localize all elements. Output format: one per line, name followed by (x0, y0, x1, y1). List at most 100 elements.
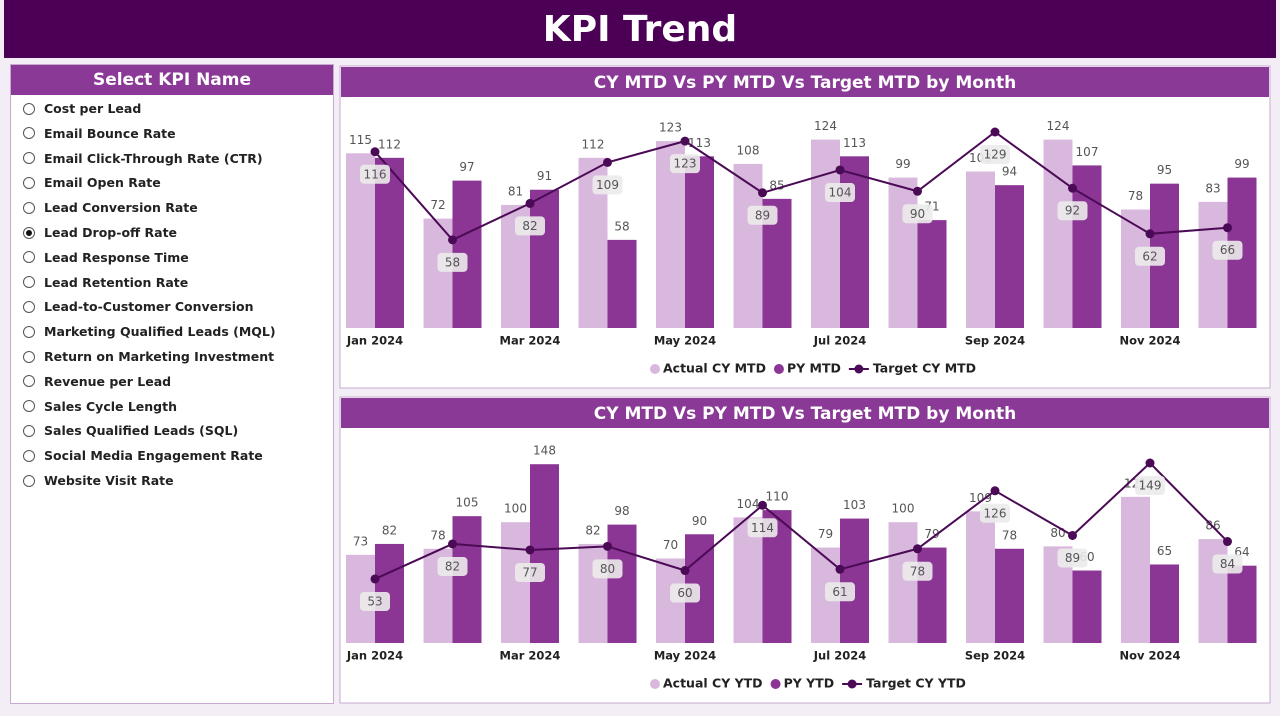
data-label: 78 (1128, 189, 1143, 203)
bar (530, 189, 559, 328)
kpi-option[interactable]: Lead Conversion Rate (23, 200, 198, 215)
radio-button[interactable] (23, 300, 35, 313)
kpi-option-label[interactable]: Sales Cycle Length (44, 398, 178, 414)
x-tick-label: Jul 2024 (813, 649, 866, 663)
x-tick-label: Jan 2024 (346, 649, 403, 663)
kpi-option[interactable]: Email Open Rate (23, 175, 161, 190)
kpi-option[interactable]: Lead Retention Rate (23, 275, 188, 290)
x-tick-label: May 2024 (654, 334, 716, 348)
bar (888, 522, 918, 643)
target-point (990, 127, 1000, 137)
radio-button[interactable] (23, 449, 35, 462)
legend-label: Target CY MTD (873, 361, 976, 376)
kpi-option[interactable]: Return on Marketing Investment (23, 349, 274, 364)
radio-button[interactable] (23, 251, 35, 264)
x-tick-label: Sep 2024 (965, 649, 1025, 663)
bar (966, 511, 995, 643)
data-label: 104 (737, 497, 760, 511)
data-label-box (1057, 201, 1088, 221)
radio-button[interactable] (23, 201, 35, 214)
data-label: 112 (582, 137, 605, 151)
kpi-option[interactable]: Email Bounce Rate (23, 126, 176, 141)
radio-button[interactable] (23, 127, 35, 140)
target-point (1068, 183, 1077, 193)
data-label: 109 (596, 178, 619, 192)
data-label: 82 (382, 523, 397, 537)
data-label-box (360, 591, 390, 611)
data-label: 60 (677, 586, 692, 600)
radio-button[interactable] (23, 474, 35, 487)
kpi-option-label[interactable]: Lead Response Time (44, 249, 189, 265)
radio-button[interactable] (23, 375, 35, 388)
data-label: 82 (585, 523, 600, 537)
data-label: 98 (614, 504, 629, 518)
kpi-option[interactable]: Marketing Qualified Leads (MQL) (23, 324, 276, 339)
radio-button[interactable] (23, 176, 35, 189)
x-tick-label: Mar 2024 (500, 649, 561, 663)
target-point (525, 198, 535, 208)
target-point (913, 186, 922, 196)
radio-button[interactable] (23, 400, 35, 413)
radio-button[interactable] (23, 350, 35, 363)
bar (995, 185, 1024, 328)
x-tick-label: Mar 2024 (500, 334, 561, 348)
kpi-option[interactable]: Social Media Engagement Rate (23, 448, 263, 463)
kpi-option-label[interactable]: Website Visit Rate (44, 473, 174, 488)
kpi-option[interactable]: Website Visit Rate (23, 473, 174, 488)
kpi-option[interactable]: Cost per Lead (23, 101, 141, 116)
kpi-option-label[interactable]: Email Click-Through Rate (CTR) (44, 150, 263, 166)
kpi-option-label[interactable]: Lead Retention Rate (44, 274, 189, 290)
chart-panel (339, 65, 1271, 389)
data-label-box (360, 164, 390, 184)
kpi-option-label[interactable]: Lead Conversion Rate (44, 200, 198, 216)
legend-label: Actual CY YTD (663, 676, 763, 691)
kpi-option-label[interactable]: Lead-to-Customer Conversion (44, 299, 254, 315)
kpi-option-label[interactable]: Social Media Engagement Rate (44, 448, 263, 464)
legend-marker (847, 679, 857, 689)
kpi-option-label[interactable]: Revenue per Lead (44, 373, 172, 389)
data-label-box (1057, 548, 1088, 568)
radio-button[interactable] (23, 226, 35, 239)
data-label: 73 (353, 534, 368, 548)
radio-button[interactable] (23, 325, 35, 338)
bar (888, 177, 918, 328)
radio-button[interactable] (23, 424, 35, 437)
kpi-option-label[interactable]: Email Open Rate (44, 175, 161, 191)
kpi-option[interactable]: Email Click-Through Rate (CTR) (23, 151, 263, 166)
legend-marker (773, 364, 784, 374)
data-label-box (515, 216, 545, 236)
radio-button[interactable] (23, 102, 35, 115)
radio-button[interactable] (23, 276, 35, 289)
kpi-option-label[interactable]: Lead Drop-off Rate (44, 225, 178, 240)
chart-title-band (341, 398, 1269, 428)
kpi-option-label[interactable]: Sales Qualified Leads (SQL) (44, 423, 239, 439)
data-label-box (980, 145, 1010, 164)
bar (1072, 570, 1102, 643)
kpi-option-label[interactable]: Marketing Qualified Leads (MQL) (44, 324, 276, 340)
kpi-option-label[interactable]: Return on Marketing Investment (44, 349, 275, 364)
data-label: 124 (1047, 119, 1070, 133)
data-label-box (747, 205, 778, 225)
page-title: KPI Trend (4, 0, 1276, 58)
data-label: 82 (522, 219, 537, 233)
kpi-option-label[interactable]: Cost per Lead (44, 101, 142, 116)
kpi-option[interactable]: Lead-to-Customer Conversion (23, 299, 254, 314)
kpi-slicer: Select KPI Name Cost per Lead Email Bounc… (10, 64, 334, 704)
kpi-option[interactable]: Sales Cycle Length (23, 399, 177, 414)
data-label: 78 (1002, 528, 1017, 542)
kpi-option-label[interactable]: Email Bounce Rate (44, 125, 176, 141)
radio-button[interactable] (23, 152, 35, 165)
kpi-option[interactable]: Revenue per Lead (23, 374, 171, 389)
data-label: 100 (504, 502, 527, 516)
kpi-option[interactable]: Lead Drop-off Rate (23, 225, 177, 240)
bar (995, 548, 1024, 643)
target-point (680, 566, 690, 576)
kpi-option[interactable]: Lead Response Time (23, 250, 189, 265)
data-label: 97 (459, 160, 474, 174)
data-label: 109 (969, 491, 992, 505)
bar (452, 516, 482, 643)
data-label: 148 (533, 444, 556, 458)
bar (966, 171, 995, 328)
kpi-option[interactable]: Sales Qualified Leads (SQL) (23, 423, 238, 438)
